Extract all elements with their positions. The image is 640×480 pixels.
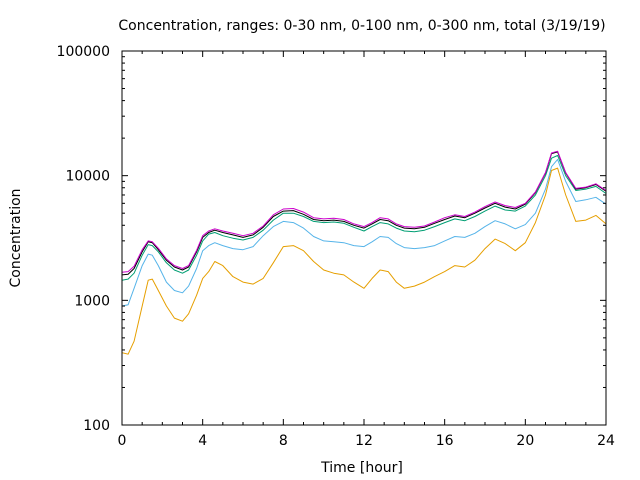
- ticks-layer: 0 4 8 12 16 20 24 100 1000 10000 100000: [57, 44, 615, 449]
- y-tick-label: 100000: [57, 44, 110, 60]
- x-axis-label: Time [hour]: [320, 460, 403, 476]
- series-line-2: [121, 155, 607, 281]
- x-tick-label: 12: [355, 433, 373, 449]
- x-tick-label: 16: [436, 433, 454, 449]
- series-line-1: [121, 158, 607, 307]
- x-tick-label: 8: [279, 433, 288, 449]
- plot-frame: [121, 50, 607, 426]
- series-line-4: [121, 150, 607, 273]
- x-tick-label: 0: [118, 433, 127, 449]
- x-tick-label: 4: [198, 433, 207, 449]
- series-line-3: [121, 151, 607, 276]
- y-tick-label: 10000: [65, 169, 110, 185]
- y-axis-label: Concentration: [8, 188, 24, 287]
- y-tick-label: 1000: [74, 293, 110, 309]
- x-tick-label: 24: [597, 433, 615, 449]
- series-layer: [121, 150, 607, 355]
- chart-title: Concentration, ranges: 0-30 nm, 0-100 nm…: [118, 18, 605, 34]
- y-tick-label: 100: [83, 418, 110, 434]
- series-line-0: [121, 167, 607, 355]
- x-tick-label: 20: [516, 433, 534, 449]
